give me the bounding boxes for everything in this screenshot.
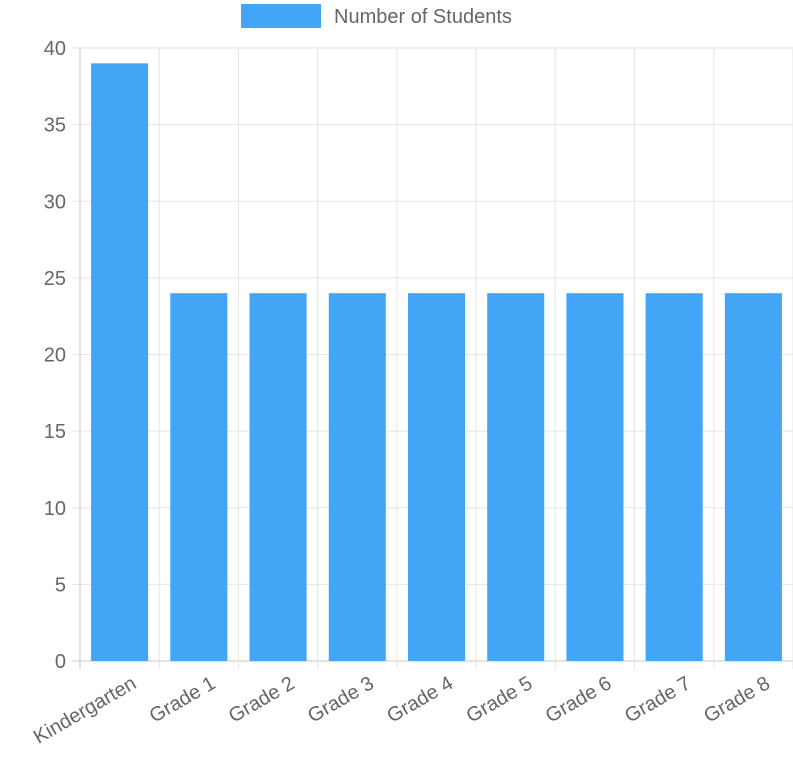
bar-grade-5[interactable] — [487, 293, 545, 661]
x-tick-label: Grade 5 — [463, 672, 537, 727]
y-tick-label: 15 — [44, 421, 66, 443]
x-tick-label: Kindergarten — [30, 672, 140, 748]
y-axis-ticks: 0 5 10 15 20 25 30 35 40 — [44, 38, 66, 673]
bar-grade-6[interactable] — [566, 293, 624, 661]
y-tick-label: 25 — [44, 268, 66, 290]
legend: Number of Students — [241, 4, 512, 28]
y-tick-label: 40 — [44, 38, 66, 60]
y-tick-label: 35 — [44, 115, 66, 137]
x-tick-label: Grade 7 — [621, 672, 695, 727]
y-tick-label: 10 — [44, 498, 66, 520]
y-tick-label: 5 — [55, 574, 66, 596]
x-tick-label: Grade 8 — [700, 672, 774, 727]
bar-grade-1[interactable] — [170, 293, 228, 661]
legend-swatch — [241, 4, 321, 28]
x-tick-label: Grade 1 — [146, 672, 220, 727]
bar-grade-4[interactable] — [407, 293, 466, 661]
y-tick-label: 20 — [44, 345, 66, 367]
bars — [91, 63, 782, 661]
bar-grade-7[interactable] — [645, 293, 703, 661]
bar-grade-3[interactable] — [328, 293, 386, 661]
bar-kindergarten[interactable] — [91, 63, 149, 661]
bar-grade-2[interactable] — [249, 293, 307, 661]
x-axis-ticks: Kindergarten Grade 1 Grade 2 Grade 3 Grade 4… — [30, 672, 774, 748]
y-tick-label: 30 — [44, 191, 66, 213]
legend-label: Number of Students — [334, 6, 512, 28]
x-tick-label: Grade 6 — [542, 672, 616, 727]
x-tick-label: Grade 3 — [304, 672, 378, 727]
y-tick-label: 0 — [55, 651, 66, 673]
grid — [72, 47, 793, 669]
bar-grade-8[interactable] — [724, 293, 782, 661]
x-tick-label: Grade 2 — [225, 672, 299, 727]
x-tick-label: Grade 4 — [383, 672, 457, 727]
